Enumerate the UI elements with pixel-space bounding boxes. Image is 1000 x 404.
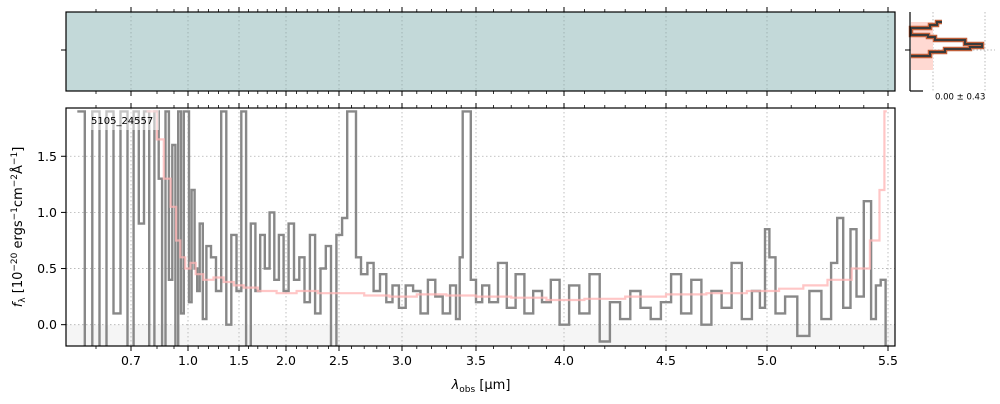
y-label-part: Å [10,165,26,174]
y-label-part: [10 [11,272,26,298]
pixel-histogram-panel: 0.00 ± 0.43 [905,12,995,103]
y-label-symbol: f [11,300,26,307]
x-tick-label: 5.0 [757,353,777,368]
y-tick-label: 0.0 [37,317,57,332]
spectrum-2d-grid [130,12,889,91]
y-tick-labels: 0.0 0.5 1.0 1.5 [37,149,57,332]
y-tick-label: 1.0 [37,205,57,220]
x-tick-label: 4.5 [656,353,676,368]
x-tick-label: 2.5 [329,353,349,368]
x-tick-label: 5.5 [878,353,898,368]
y-label-part: ergs [11,220,26,252]
main-frame [65,107,896,347]
y-label-part: cm [11,187,26,207]
main-ticks [61,103,889,351]
x-tick-labels: 0.7 1.0 1.5 2.0 2.5 3.0 3.5 4.0 4.5 5.0 5.5 [121,353,898,368]
y-tick-label: 1.5 [37,149,57,164]
model-spectrum-line [146,110,887,302]
spectrum-2d-frame [65,11,896,92]
x-label-symbol: λ [451,378,460,393]
y-label-exp: −2 [10,174,20,187]
y-label-exp: −1 [10,152,20,165]
object-label-background [86,110,159,130]
spectrum-2d-background [66,12,895,91]
y-label-part: ] [11,147,26,152]
x-axis-label: λobs [μm] [451,378,511,395]
y-label-exp: −1 [10,207,20,220]
x-tick-label: 3.5 [466,353,486,368]
x-tick-label: 2.0 [276,353,296,368]
x-label-unit: [μm] [475,378,510,393]
y-label-exp: −20 [10,252,20,271]
hist-annotation: 0.00 ± 0.43 [935,93,985,103]
x-tick-label: 1.5 [229,353,249,368]
x-tick-label: 4.0 [554,353,574,368]
hist-step-line [910,21,983,57]
y-tick-label: 0.5 [37,261,57,276]
x-tick-label: 3.0 [392,353,412,368]
spectrum-2d-panel [61,7,896,96]
x-tick-label: 1.0 [178,353,198,368]
y-axis-label: fλ [10−20 ergs−1cm−2Å−1] [10,147,28,308]
x-label-sub: obs [459,385,475,395]
below-zero-shading [66,324,895,346]
x-tick-label: 0.7 [121,353,141,368]
object-id-label: 5105_24557 [91,116,153,127]
y-label-sub: λ [18,297,28,303]
spectrum-1d-panel: 5105_24557 0.7 1.0 1.5 2.0 2.5 3.0 3.5 4.0 4.5 5.… [10,103,898,395]
plot-area [66,108,895,346]
